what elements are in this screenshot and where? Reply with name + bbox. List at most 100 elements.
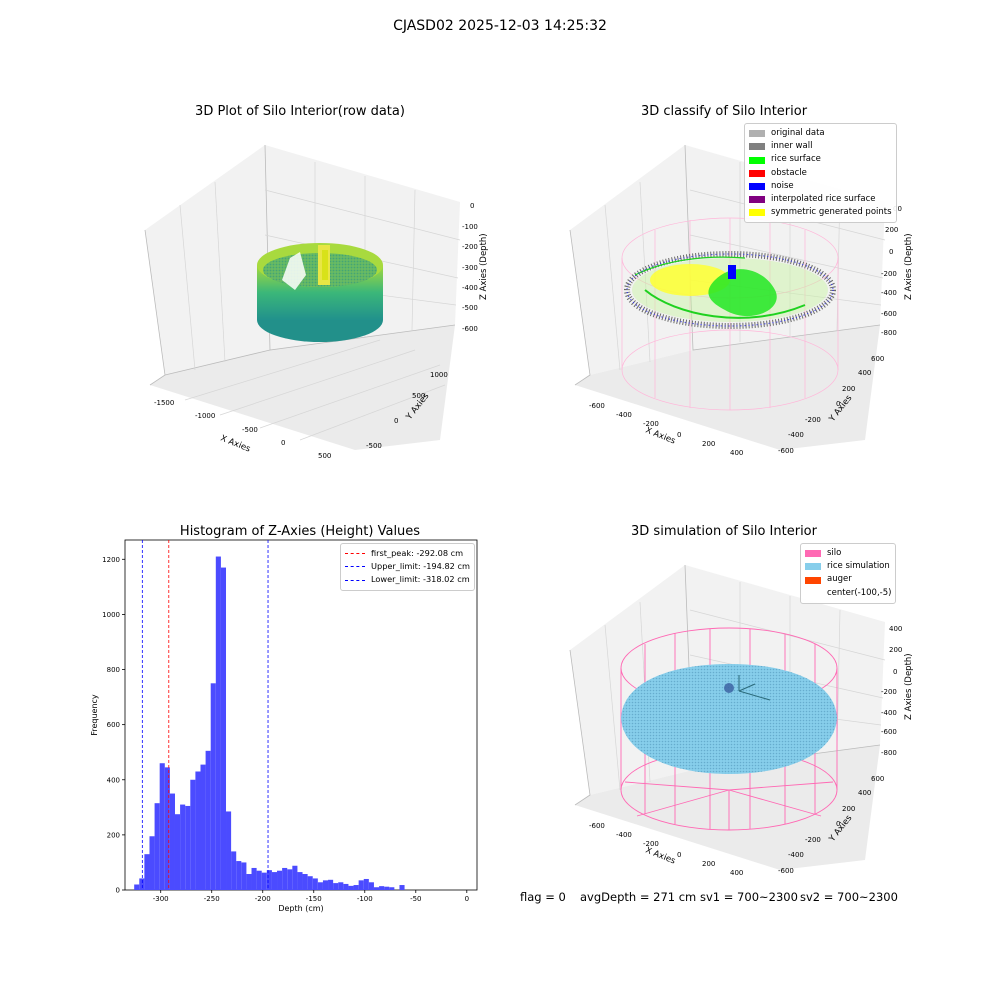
raw-ztick: -400: [462, 284, 478, 292]
sim-panel-title: 3D simulation of Silo Interior: [631, 524, 817, 539]
hist-bar: [266, 870, 272, 890]
hist-bar: [312, 878, 318, 890]
hist-bar: [246, 874, 252, 890]
hist-bar: [379, 886, 385, 890]
sim-xtick: 200: [702, 860, 715, 868]
hist-bar: [226, 811, 232, 890]
legend-line: [345, 579, 365, 581]
hist-bar: [154, 803, 160, 890]
hist-xtick-label: -250: [204, 895, 220, 903]
hist-bar: [328, 879, 334, 890]
hist-legend: first_peak: -292.08 cm Upper_limit: -194…: [340, 543, 475, 591]
hist-bar: [307, 876, 313, 890]
hist-ytick-label: 0: [116, 887, 120, 895]
raw-ztick: 0: [470, 202, 474, 210]
legend-item-auger: auger: [805, 573, 891, 586]
legend-item-original-data: original data: [749, 127, 892, 140]
legend-item-obstacle: obstacle: [749, 167, 892, 180]
hist-bar: [399, 885, 405, 890]
hist-bar: [373, 887, 380, 890]
legend-label: rice simulation: [827, 561, 890, 572]
hist-bar: [353, 885, 359, 890]
hist-bar: [358, 880, 364, 890]
classify-legend: original data inner wall rice surface ob…: [744, 123, 897, 224]
classify-ytick: 600: [871, 355, 884, 363]
hist-xtick-label: -200: [255, 895, 271, 903]
legend-label: auger: [827, 574, 852, 585]
classify-ytick: 400: [858, 369, 871, 377]
legend-item-interpolated: interpolated rice surface: [749, 193, 892, 206]
classify-ztick: -400: [881, 289, 897, 297]
sim-ytick: 400: [858, 789, 871, 797]
classify-ytick: -400: [788, 431, 804, 439]
classify-panel-title: 3D classify of Silo Interior: [640, 104, 808, 119]
sim-legend: silo rice simulation auger center(-100,-…: [800, 543, 897, 604]
figure-suptitle: CJASD02 2025-12-03 14:25:32: [393, 18, 607, 34]
legend-swatch: [749, 169, 765, 177]
hist-bar: [220, 567, 227, 890]
legend-swatch: [805, 576, 821, 584]
raw-xtick: -500: [242, 426, 258, 434]
legend-swatch: [749, 130, 765, 138]
legend-line: [345, 553, 365, 555]
legend-label: first_peak: -292.08 cm: [371, 548, 464, 558]
raw-ytick: 0: [394, 417, 398, 425]
sim-ztick: 400: [889, 625, 902, 633]
sim-xtick: 400: [730, 869, 743, 877]
hist-bars: [134, 556, 405, 890]
raw-3d-plot: -1500 -1000 -500 0 500 -500 0 500 1000 0…: [144, 144, 489, 460]
hist-bar: [144, 854, 150, 890]
legend-item-lower-limit: Lower_limit: -318.02 cm: [345, 573, 470, 586]
classify-ztick: 200: [885, 226, 898, 234]
sim-ytick: -200: [805, 836, 821, 844]
hist-bar: [322, 880, 329, 890]
legend-item-rice-surface: rice surface: [749, 153, 892, 166]
hist-bar: [205, 750, 211, 890]
hist-xtick-label: -150: [306, 895, 322, 903]
hist-ylabel: Frequency: [90, 694, 99, 736]
sim-ytick-labels: -600 -400 -200 0 200 400 600: [778, 775, 884, 875]
raw-ztick: -500: [462, 304, 478, 312]
sim-xlabel: X Axies: [644, 846, 677, 867]
sim-ytick: -400: [788, 851, 804, 859]
hist-bar: [190, 779, 196, 890]
hist-bar: [292, 865, 298, 890]
hist-bar: [368, 882, 374, 890]
raw-xlabel: X Axies: [219, 434, 252, 455]
classify-ztick-labels: 00 200 0 -200 -400 -600 -800: [881, 205, 902, 337]
hist-bar: [338, 882, 344, 890]
hist-bar: [277, 870, 283, 890]
raw-xtick-labels: -1500 -1000 -500 0 500: [154, 399, 331, 460]
hist-bar: [231, 851, 237, 890]
hist-bar: [287, 869, 293, 890]
legend-swatch: [749, 156, 765, 164]
legend-item-noise: noise: [749, 180, 892, 193]
legend-swatch: [805, 590, 821, 597]
sim-xtick: 0: [677, 851, 681, 859]
raw-ytick: -500: [366, 442, 382, 450]
legend-item-center: center(-100,-5): [805, 587, 891, 600]
legend-swatch: [749, 209, 765, 217]
hist-ytick-label: 1200: [102, 556, 120, 564]
raw-xtick: -1000: [195, 412, 215, 420]
sim-ztick: -600: [881, 728, 897, 736]
legend-swatch: [749, 196, 765, 204]
sim-xtick: -600: [589, 822, 605, 830]
classify-ztick: -600: [881, 310, 897, 318]
raw-ytick: 1000: [430, 371, 448, 379]
hist-bar: [195, 771, 201, 890]
legend-label: noise: [771, 180, 794, 191]
sim-zlabel: Z Axies (Depth): [904, 653, 914, 720]
hist-bar: [384, 886, 390, 890]
legend-item-upper-limit: Upper_limit: -194.82 cm: [345, 560, 470, 573]
hist-xlabel: Depth (cm): [278, 904, 323, 913]
legend-label: obstacle: [771, 167, 807, 178]
raw-ztick: -300: [462, 264, 478, 272]
classify-ytick: 0: [836, 400, 840, 408]
legend-swatch: [749, 143, 765, 151]
classify-ytick: -200: [805, 416, 821, 424]
legend-label: original data: [771, 128, 825, 138]
hist-bar: [256, 870, 262, 890]
legend-swatch: [805, 563, 821, 571]
hist-bar: [271, 872, 278, 890]
